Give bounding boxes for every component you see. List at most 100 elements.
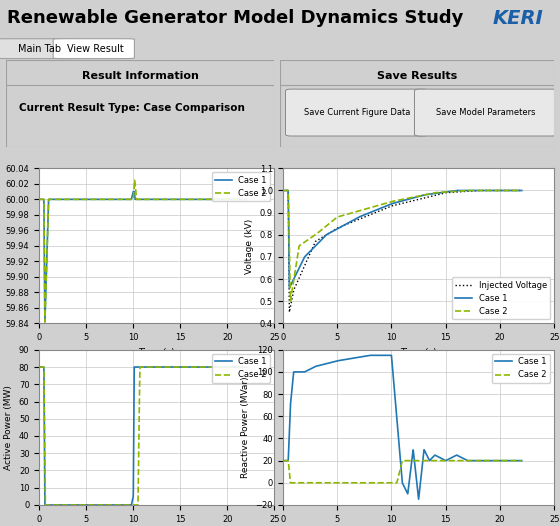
Case 2 [468,458,474,464]
Case 1 [237,196,244,203]
Case 2 [237,364,244,370]
Case 1 [286,285,293,291]
Legend: Case 1, Case 2: Case 1, Case 2 [212,173,270,201]
Line: Injected Voltage: Injected Voltage [283,190,522,312]
Case 2 [42,502,49,508]
Injected Voltage [512,187,519,194]
Case 1 [512,458,519,464]
Case 1 [396,198,403,205]
Case 2 [512,187,519,194]
Case 2 [131,180,138,186]
Case 1 [292,369,298,375]
Line: Case 2: Case 2 [283,461,522,483]
Case 2 [46,502,53,508]
Case 2 [137,364,143,370]
Line: Case 1: Case 1 [39,367,246,505]
Case 2 [279,458,286,464]
Text: Renewable Generator Model Dynamics Study: Renewable Generator Model Dynamics Study [7,9,463,27]
Case 2 [243,196,250,203]
Text: Save Results: Save Results [377,71,458,81]
Case 2 [243,364,250,370]
Line: Case 1: Case 1 [39,191,246,322]
FancyBboxPatch shape [0,39,78,58]
Line: Case 1: Case 1 [283,190,522,288]
FancyBboxPatch shape [286,89,428,136]
Text: Save Current Figure Data: Save Current Figure Data [304,108,410,117]
Case 1 [468,187,474,194]
Injected Voltage [519,187,525,194]
Case 2 [287,298,294,304]
Case 1 [131,364,138,370]
Case 1 [243,364,250,370]
Y-axis label: Reactive Power (MVar): Reactive Power (MVar) [241,377,250,478]
Case 1 [199,196,206,203]
Case 2 [292,268,298,275]
Case 1 [131,191,138,198]
Case 1 [36,196,43,203]
Case 2 [287,480,294,486]
Case 2 [199,364,206,370]
Case 2 [237,196,244,203]
Case 2 [36,364,43,370]
Case 1 [46,196,53,203]
Text: Save Model Parameters: Save Model Parameters [436,108,535,117]
X-axis label: Time (s): Time (s) [138,348,175,357]
Case 2 [396,470,403,477]
Case 1 [512,458,519,464]
Case 1 [237,364,244,370]
Injected Voltage [389,203,396,209]
Injected Voltage [292,284,298,290]
Y-axis label: Voltage (kV): Voltage (kV) [245,218,254,274]
Case 1 [130,188,137,195]
Text: Main Tab: Main Tab [17,44,61,54]
FancyBboxPatch shape [414,89,557,136]
Line: Case 2: Case 2 [39,180,246,322]
Case 1 [199,364,206,370]
Injected Voltage [468,188,474,194]
Case 2 [46,196,53,203]
Case 1 [389,200,396,207]
Case 2 [389,198,396,205]
Case 2 [237,196,244,203]
Case 1 [519,187,525,194]
Case 1 [137,364,143,370]
Case 1 [279,458,286,464]
Legend: Case 1, Case 2: Case 1, Case 2 [212,354,270,383]
Case 1 [389,368,396,375]
Case 1 [41,319,48,325]
Case 1 [36,364,43,370]
Case 1 [137,196,143,203]
Injected Voltage [279,187,286,194]
Case 2 [131,177,138,184]
Case 1 [279,187,286,194]
Case 2 [511,187,518,194]
X-axis label: Time (s): Time (s) [400,348,437,357]
Case 1 [292,273,298,279]
Case 2 [512,458,519,464]
Case 1 [41,502,48,508]
Case 1 [416,496,422,502]
Case 1 [519,458,525,464]
Injected Voltage [396,201,403,207]
Case 2 [237,364,244,370]
Text: View Result: View Result [67,44,124,54]
Case 2 [137,196,143,203]
FancyBboxPatch shape [53,39,134,58]
Case 1 [237,364,244,370]
Case 1 [243,196,250,203]
Case 2 [279,187,286,194]
Case 2 [199,196,206,203]
Case 2 [36,196,43,203]
Case 1 [46,502,53,508]
Case 1 [511,187,518,194]
Line: Case 2: Case 2 [39,367,246,505]
Case 1 [366,352,373,359]
Text: Current Result Type: Case Comparison: Current Result Type: Case Comparison [19,103,245,113]
Line: Case 2: Case 2 [283,190,522,301]
Case 2 [519,187,525,194]
Case 2 [519,458,525,464]
Injected Voltage [511,187,518,194]
Text: Result Information: Result Information [82,71,198,81]
Injected Voltage [286,309,293,315]
Case 2 [511,458,518,464]
